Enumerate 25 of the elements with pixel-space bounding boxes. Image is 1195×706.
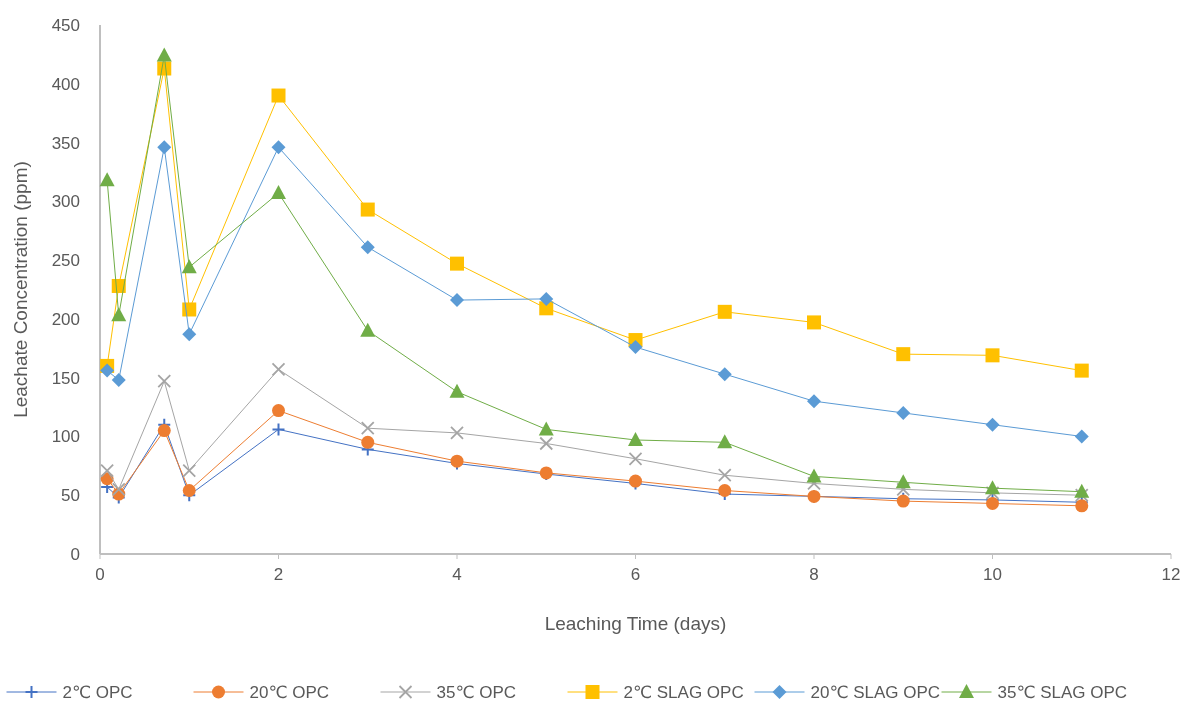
- y-tick-label: 400: [51, 74, 80, 94]
- legend-label: 2℃ SLAG OPC: [623, 683, 744, 702]
- y-tick-label: 450: [51, 16, 80, 35]
- y-axis-title: Leachate Concentration (ppm): [10, 161, 31, 418]
- y-tick-label: 200: [51, 309, 80, 329]
- x-tick-label: 4: [452, 565, 462, 584]
- legend-label: 2℃ OPC: [62, 683, 133, 702]
- x-tick-label: 8: [809, 565, 819, 584]
- legend-label: 35℃ OPC: [436, 683, 517, 702]
- x-tick-label: 0: [95, 565, 105, 584]
- x-tick-label: 6: [630, 565, 641, 584]
- y-tick-label: 350: [51, 133, 80, 153]
- legend-label: 20℃ OPC: [249, 683, 330, 702]
- y-tick-label: 0: [70, 545, 80, 564]
- legend-label: 20℃ SLAG OPC: [810, 683, 941, 702]
- y-tick-label: 100: [51, 427, 80, 447]
- x-tick-label: 2: [273, 565, 284, 584]
- y-tick-label: 250: [51, 251, 80, 271]
- y-tick-label: 50: [61, 486, 80, 506]
- x-tick-label: 10: [983, 565, 1002, 584]
- x-tick-label: 12: [1161, 565, 1181, 584]
- y-tick-label: 300: [51, 192, 80, 212]
- y-tick-label: 150: [51, 368, 80, 388]
- legend-label: 35℃ SLAG OPC: [997, 683, 1128, 702]
- x-axis-title: Leaching Time (days): [544, 613, 727, 634]
